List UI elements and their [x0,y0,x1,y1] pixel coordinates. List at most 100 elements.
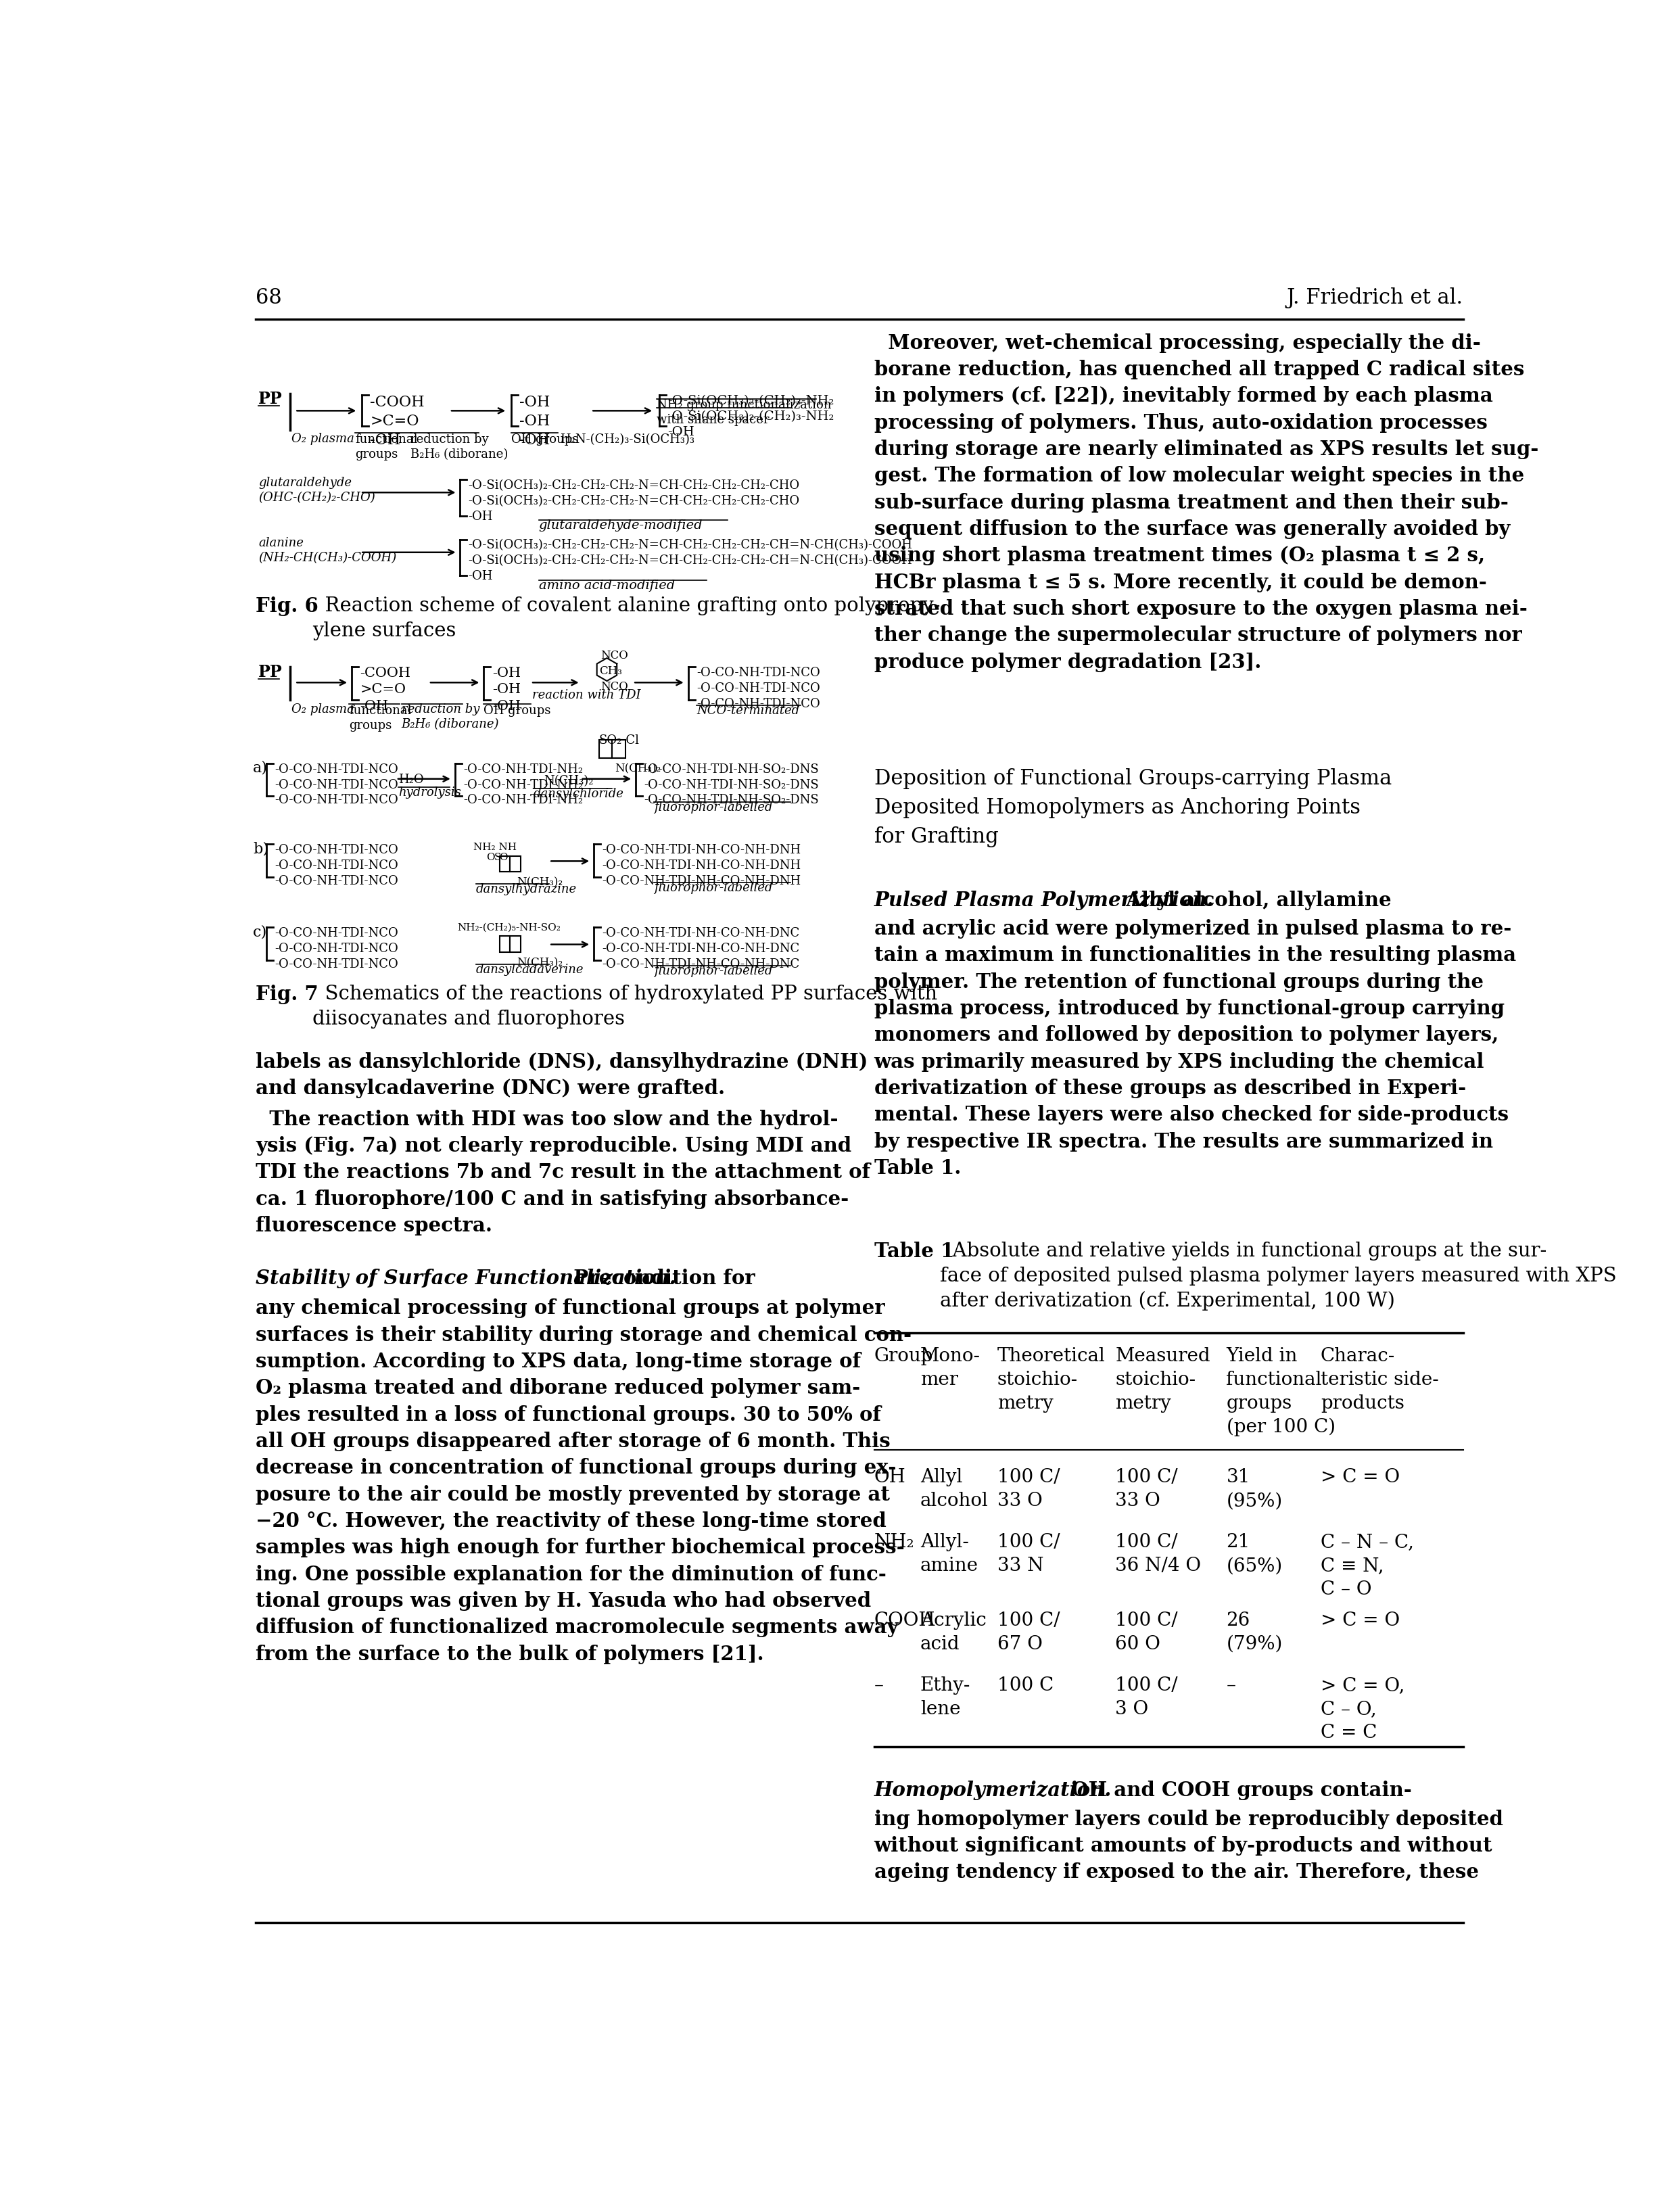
Text: b): b) [253,841,268,856]
Text: Schematics of the reactions of hydroxylated PP surfaces with
diisocyanates and f: Schematics of the reactions of hydroxyla… [312,984,937,1029]
Text: -O-CO-NH-TDI-NCO
-O-CO-NH-TDI-NCO
-O-CO-NH-TDI-NCO: -O-CO-NH-TDI-NCO -O-CO-NH-TDI-NCO -O-CO-… [696,666,820,710]
Text: O: O [500,854,508,863]
Text: H₂O: H₂O [399,774,424,785]
Text: Measured
stoichio-
metry: Measured stoichio- metry [1115,1347,1211,1413]
Text: -COOH
>C=O
-OH: -COOH >C=O -OH [371,396,424,447]
Text: reduction by
B₂H₆ (diborane): reduction by B₂H₆ (diborane) [411,434,508,460]
Text: Group: Group [874,1347,932,1365]
Text: O₂ plasma: O₂ plasma [292,703,354,714]
Text: 100 C/
33 O: 100 C/ 33 O [1115,1469,1177,1511]
Text: –: – [1226,1677,1236,1694]
Text: N(CH₃)₂: N(CH₃)₂ [543,774,594,787]
Text: -O-Si(OCH₃)₂-(CH₂)₃-NH₂
-O-Si(OCH₃)₂-(CH₂)₃-NH₂
-OH: -O-Si(OCH₃)₂-(CH₂)₃-NH₂ -O-Si(OCH₃)₂-(CH… [667,396,833,438]
Text: glutaraldehyde
(OHC-(CH₂)₂-CHO): glutaraldehyde (OHC-(CH₂)₂-CHO) [258,478,376,504]
Text: -O-CO-NH-TDI-NH-CO-NH-DNC
-O-CO-NH-TDI-NH-CO-NH-DNC
-O-CO-NH-TDI-NH-CO-NH-DNC: -O-CO-NH-TDI-NH-CO-NH-DNC -O-CO-NH-TDI-N… [602,927,800,971]
Text: NCO-terminated: NCO-terminated [696,706,800,717]
Text: Acrylic
acid: Acrylic acid [921,1613,986,1652]
Text: Mono-
mer: Mono- mer [921,1347,981,1389]
Text: PP: PP [258,664,282,681]
Text: ing homopolymer layers could be reproducibly deposited
without significant amoun: ing homopolymer layers could be reproduc… [874,1809,1503,1882]
Text: -O-CO-NH-TDI-NH-CO-NH-DNH
-O-CO-NH-TDI-NH-CO-NH-DNH
-O-CO-NH-TDI-NH-CO-NH-DNH: -O-CO-NH-TDI-NH-CO-NH-DNH -O-CO-NH-TDI-N… [602,845,802,887]
Text: NH₂-(CH₂)₅-NH-SO₂: NH₂-(CH₂)₅-NH-SO₂ [458,922,560,933]
Text: dansylchloride: dansylchloride [533,787,624,801]
Text: -O-CO-NH-TDI-NCO
-O-CO-NH-TDI-NCO
-O-CO-NH-TDI-NCO: -O-CO-NH-TDI-NCO -O-CO-NH-TDI-NCO -O-CO-… [275,845,397,887]
Text: > C = O: > C = O [1321,1613,1400,1630]
Text: H₂N-(CH₂)₃-Si(OCH₃)₃: H₂N-(CH₂)₃-Si(OCH₃)₃ [560,434,694,447]
Text: OH groups: OH groups [483,703,552,717]
Text: SO₂-Cl: SO₂-Cl [599,734,639,748]
Bar [500,856,510,872]
Text: functional
groups: functional groups [356,434,418,460]
Text: OH and COOH groups contain-: OH and COOH groups contain- [1058,1781,1412,1801]
Text: reduction by
B₂H₆ (diborane): reduction by B₂H₆ (diborane) [401,703,500,730]
Text: > C = O: > C = O [1321,1469,1400,1486]
Text: any chemical processing of functional groups at polymer
surfaces is their stabil: any chemical processing of functional gr… [255,1298,912,1663]
Text: Allyl alcohol, allylamine: Allyl alcohol, allylamine [1112,889,1392,909]
Text: functional
groups: functional groups [349,703,411,732]
Text: fluorophor-labelled: fluorophor-labelled [654,883,773,894]
Text: OH: OH [874,1469,906,1486]
Text: 100 C/
3 O: 100 C/ 3 O [1115,1677,1177,1719]
Text: dansylhydrazine: dansylhydrazine [476,883,577,896]
Text: S: S [495,854,501,863]
Text: CH₃: CH₃ [599,666,622,677]
Text: Moreover, wet-chemical processing, especially the di-
borane reduction, has quen: Moreover, wet-chemical processing, espec… [874,334,1538,672]
Text: 100 C: 100 C [998,1677,1053,1694]
Text: NH₂ NH: NH₂ NH [473,843,517,852]
Text: Table 1: Table 1 [874,1241,954,1261]
Text: 100 C/
33 O: 100 C/ 33 O [998,1469,1060,1511]
Text: dansylcadaverine: dansylcadaverine [476,964,584,975]
Text: Homopolymerization.: Homopolymerization. [874,1781,1112,1801]
Text: –: – [874,1677,884,1694]
Text: c): c) [253,925,268,940]
Text: NH₂ group functionalization
with silane spacer: NH₂ group functionalization with silane … [657,398,832,427]
Text: Allyl-
amine: Allyl- amine [921,1533,978,1575]
Text: > C = O,
C – O,
C = C: > C = O, C – O, C = C [1321,1677,1405,1743]
Text: -O-CO-NH-TDI-NCO
-O-CO-NH-TDI-NCO
-O-CO-NH-TDI-NCO: -O-CO-NH-TDI-NCO -O-CO-NH-TDI-NCO -O-CO-… [275,763,397,807]
Text: NCO: NCO [600,650,629,661]
Text: Theoretical
stoichio-
metry: Theoretical stoichio- metry [998,1347,1105,1413]
Text: 100 C/
36 N/4 O: 100 C/ 36 N/4 O [1115,1533,1201,1575]
Text: N(CH₃)₂: N(CH₃)₂ [517,958,563,969]
Text: C – N – C,
C ≡ N,
C – O: C – N – C, C ≡ N, C – O [1321,1533,1414,1599]
Text: Ethy-
lene: Ethy- lene [921,1677,971,1719]
Text: 100 C/
67 O: 100 C/ 67 O [998,1613,1060,1652]
Text: 21
(65%): 21 (65%) [1226,1533,1283,1575]
Text: hydrolysis: hydrolysis [399,787,461,799]
Text: Allyl
alcohol: Allyl alcohol [921,1469,988,1511]
Text: N(CH₃)₂: N(CH₃)₂ [615,763,661,774]
Bar [500,936,510,951]
Text: Fig. 6: Fig. 6 [255,597,319,617]
Text: -COOH
>C=O
-OH: -COOH >C=O -OH [361,666,411,712]
Text: a): a) [253,761,268,776]
Text: 26
(79%): 26 (79%) [1226,1613,1283,1652]
Text: Fig. 7: Fig. 7 [255,984,319,1004]
Text: 100 C/
33 N: 100 C/ 33 N [998,1533,1060,1575]
Text: Yield in
functional
groups
(per 100 C): Yield in functional groups (per 100 C) [1226,1347,1335,1436]
Text: Absolute and relative yields in functional groups at the sur-
face of deposited : Absolute and relative yields in function… [939,1241,1617,1312]
Text: glutaraldehyde-modified: glutaraldehyde-modified [538,520,703,531]
Text: Deposition of Functional Groups-carrying Plasma
Deposited Homopolymers as Anchor: Deposition of Functional Groups-carrying… [874,768,1392,847]
Text: -OH
-OH
-OH: -OH -OH -OH [491,666,520,712]
Text: OH groups: OH groups [511,434,579,447]
Bar [599,739,612,759]
Bar [612,739,626,759]
Text: N(CH₃)₂: N(CH₃)₂ [517,876,563,889]
Text: Charac-
teristic side-
products: Charac- teristic side- products [1321,1347,1439,1413]
Text: -O-CO-NH-TDI-NH₂
-O-CO-NH-TDI-NH₂
-O-CO-NH-TDI-NH₂: -O-CO-NH-TDI-NH₂ -O-CO-NH-TDI-NH₂ -O-CO-… [463,763,584,807]
Bar [510,856,520,872]
Text: COOH: COOH [874,1613,936,1630]
Text: -O-CO-NH-TDI-NH-SO₂-DNS
-O-CO-NH-TDI-NH-SO₂-DNS
-O-CO-NH-TDI-NH-SO₂-DNS: -O-CO-NH-TDI-NH-SO₂-DNS -O-CO-NH-TDI-NH-… [644,763,818,807]
Text: -O-Si(OCH₃)₂-CH₂-CH₂-CH₂-N=CH-CH₂-CH₂-CH₂-CH=N-CH(CH₃)-COOH
-O-Si(OCH₃)₂-CH₂-CH₂: -O-Si(OCH₃)₂-CH₂-CH₂-CH₂-N=CH-CH₂-CH₂-CH… [468,540,912,582]
Text: Stability of Surface Functionalization.: Stability of Surface Functionalization. [255,1267,676,1287]
Text: NCO: NCO [600,681,629,692]
Text: Precondition for: Precondition for [560,1267,755,1287]
Text: Pulsed Plasma Polymerization.: Pulsed Plasma Polymerization. [874,889,1214,909]
Text: J. Friedrich et al.: J. Friedrich et al. [1286,288,1462,307]
Text: -O-CO-NH-TDI-NCO
-O-CO-NH-TDI-NCO
-O-CO-NH-TDI-NCO: -O-CO-NH-TDI-NCO -O-CO-NH-TDI-NCO -O-CO-… [275,927,397,971]
Text: Reaction scheme of covalent alanine grafting onto polypropy-
ylene surfaces: Reaction scheme of covalent alanine graf… [312,597,941,641]
Text: 100 C/
60 O: 100 C/ 60 O [1115,1613,1177,1652]
Text: alanine
(NH₂-CH(CH₃)-COOH): alanine (NH₂-CH(CH₃)-COOH) [258,538,396,564]
Text: The reaction with HDI was too slow and the hydrol-
ysis (Fig. 7a) not clearly re: The reaction with HDI was too slow and t… [255,1110,870,1237]
Text: reaction with TDI: reaction with TDI [533,690,641,701]
